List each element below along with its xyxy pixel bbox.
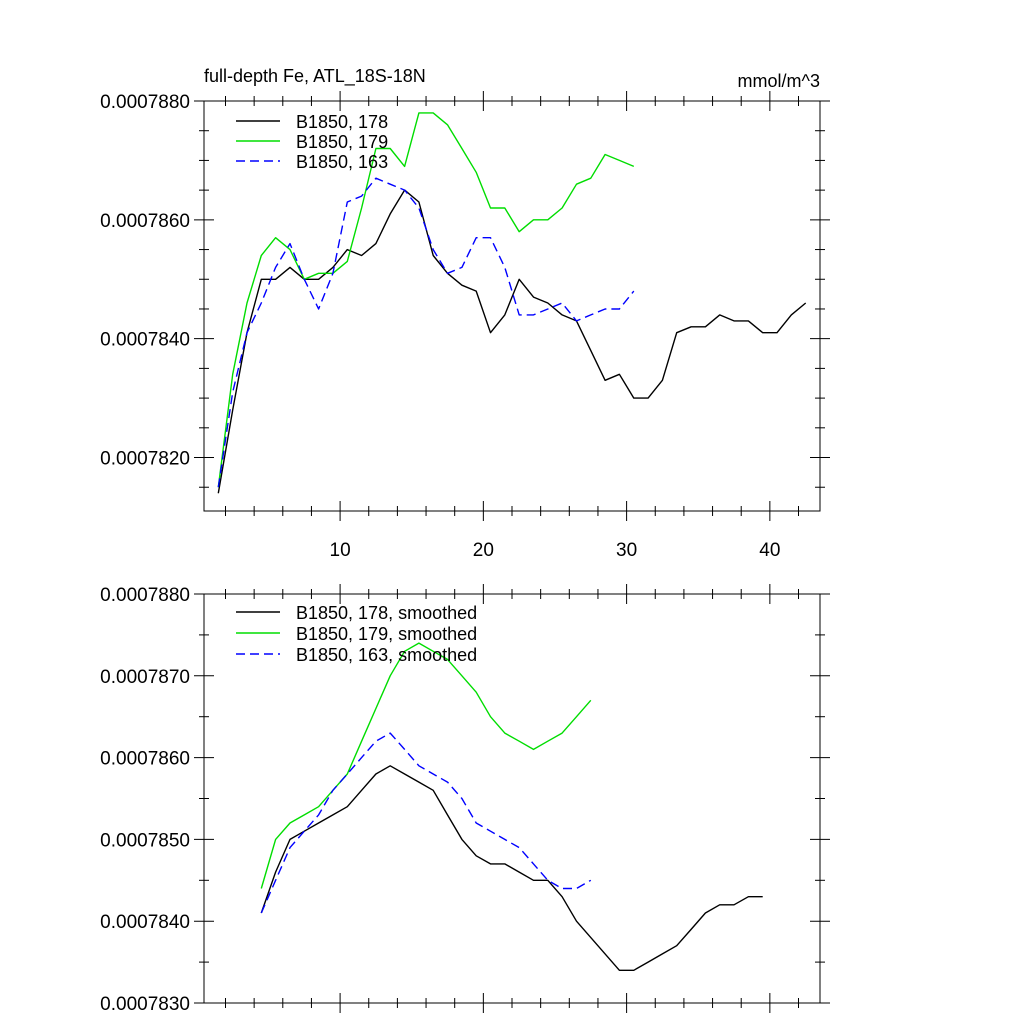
chart-title: full-depth Fe, ATL_18S-18N: [204, 66, 426, 87]
series-line: [217, 112, 635, 488]
series-line: [217, 189, 807, 494]
legend-entry: B1850, 179, smoothed: [296, 624, 477, 644]
y-tick-label: 0.0007820: [100, 449, 190, 470]
y-tick-label: 0.0007860: [100, 211, 190, 232]
y-tick-label: 0.0007880: [100, 92, 190, 113]
y-tick-label: 0.0007860: [100, 749, 190, 770]
x-tick-label: 40: [759, 540, 780, 561]
y-tick-label: 0.0007840: [100, 330, 190, 351]
legend-entry: B1850, 179: [296, 132, 388, 152]
y-tick-label: 0.0007880: [100, 585, 190, 606]
top-chart-panel: full-depth Fe, ATL_18S-18N mmol/m^3 10 20…: [100, 66, 830, 561]
y-tick-label: 0.0007830: [100, 994, 190, 1015]
series-line: [260, 765, 763, 971]
x-tick-label: 10: [330, 540, 351, 561]
legend-entry: B1850, 163, smoothed: [296, 645, 477, 665]
series-line: [260, 732, 592, 914]
y-tick-label: 0.0007840: [100, 912, 190, 933]
bottom-chart-panel: 0.0007830 0.0007840 0.0007850 0.0007860 0.00…: [100, 584, 830, 1015]
series-line: [260, 642, 592, 889]
x-tick-label: 30: [616, 540, 637, 561]
legend-entry: B1850, 178, smoothed: [296, 603, 477, 623]
chart-units-label: mmol/m^3: [738, 71, 820, 91]
y-tick-label: 0.0007850: [100, 830, 190, 851]
legend-entry: B1850, 163: [296, 152, 388, 172]
y-tick-label: 0.0007870: [100, 667, 190, 688]
x-tick-label: 20: [473, 540, 494, 561]
legend-entry: B1850, 178: [296, 112, 388, 132]
series-line: [217, 177, 635, 488]
